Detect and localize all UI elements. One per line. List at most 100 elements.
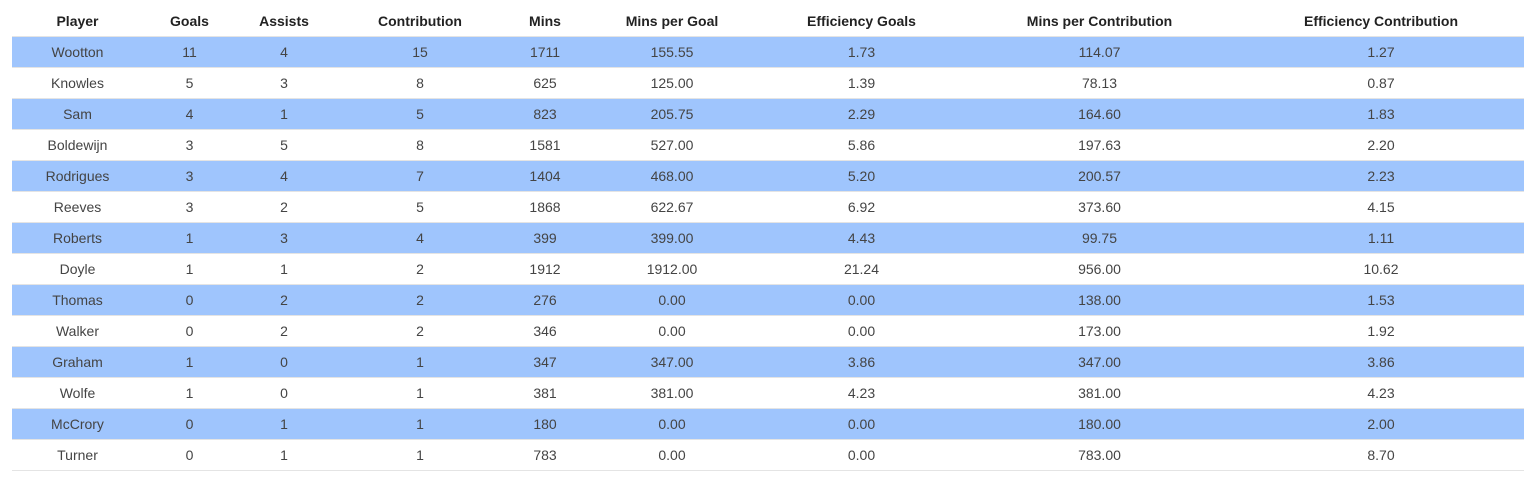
cell-mins: 276 [508,284,582,316]
cell-mins-per-goal: 155.55 [582,36,762,68]
table-row: McCrory 0 1 1 180 0.00 0.00 180.00 2.00 [12,408,1524,440]
column-header-contribution[interactable]: Contribution [332,5,508,37]
player-stats-table: Player Goals Assists Contribution Mins M… [12,5,1524,471]
cell-assists: 1 [236,98,332,130]
cell-efficiency-contribution: 4.15 [1238,191,1524,223]
cell-mins-per-goal: 0.00 [582,315,762,347]
cell-mins: 381 [508,377,582,409]
cell-contribution: 8 [332,129,508,161]
cell-mins-per-contribution: 180.00 [961,408,1238,440]
cell-mins-per-contribution: 783.00 [961,439,1238,471]
cell-goals: 0 [143,439,236,471]
cell-efficiency-goals: 6.92 [762,191,961,223]
cell-mins-per-goal: 0.00 [582,284,762,316]
cell-goals: 0 [143,284,236,316]
cell-mins: 347 [508,346,582,378]
cell-mins-per-contribution: 138.00 [961,284,1238,316]
cell-mins-per-goal: 0.00 [582,439,762,471]
column-header-assists[interactable]: Assists [236,5,332,37]
cell-efficiency-goals: 0.00 [762,439,961,471]
cell-contribution: 1 [332,377,508,409]
cell-mins-per-goal: 381.00 [582,377,762,409]
cell-assists: 2 [236,284,332,316]
table-row: Thomas 0 2 2 276 0.00 0.00 138.00 1.53 [12,284,1524,316]
cell-goals: 5 [143,67,236,99]
column-header-mins-per-goal[interactable]: Mins per Goal [582,5,762,37]
cell-efficiency-contribution: 1.92 [1238,315,1524,347]
cell-goals: 3 [143,160,236,192]
cell-contribution: 4 [332,222,508,254]
cell-efficiency-goals: 4.43 [762,222,961,254]
table-row: Roberts 1 3 4 399 399.00 4.43 99.75 1.11 [12,222,1524,254]
table-row: Reeves 3 2 5 1868 622.67 6.92 373.60 4.15 [12,191,1524,223]
cell-player: Wootton [12,36,143,68]
column-header-player[interactable]: Player [12,5,143,37]
cell-mins-per-goal: 205.75 [582,98,762,130]
cell-player: Sam [12,98,143,130]
cell-efficiency-contribution: 10.62 [1238,253,1524,285]
cell-player: McCrory [12,408,143,440]
cell-mins-per-contribution: 200.57 [961,160,1238,192]
cell-mins-per-contribution: 347.00 [961,346,1238,378]
cell-efficiency-contribution: 1.53 [1238,284,1524,316]
cell-mins-per-goal: 399.00 [582,222,762,254]
cell-efficiency-goals: 0.00 [762,284,961,316]
cell-efficiency-goals: 4.23 [762,377,961,409]
table-header: Player Goals Assists Contribution Mins M… [12,5,1524,37]
table-row: Wolfe 1 0 1 381 381.00 4.23 381.00 4.23 [12,377,1524,409]
cell-efficiency-contribution: 2.20 [1238,129,1524,161]
header-row: Player Goals Assists Contribution Mins M… [12,5,1524,37]
cell-efficiency-contribution: 1.11 [1238,222,1524,254]
cell-player: Roberts [12,222,143,254]
table-body: Wootton 11 4 15 1711 155.55 1.73 114.07 1.27 Know… [12,36,1524,471]
cell-mins: 823 [508,98,582,130]
table-row: Doyle 1 1 2 1912 1912.00 21.24 956.00 10.62 [12,253,1524,285]
cell-efficiency-goals: 0.00 [762,315,961,347]
cell-assists: 0 [236,346,332,378]
cell-mins: 625 [508,67,582,99]
cell-assists: 0 [236,377,332,409]
table-row: Graham 1 0 1 347 347.00 3.86 347.00 3.86 [12,346,1524,378]
cell-player: Graham [12,346,143,378]
cell-contribution: 1 [332,439,508,471]
cell-efficiency-contribution: 2.23 [1238,160,1524,192]
column-header-mins-per-contribution[interactable]: Mins per Contribution [961,5,1238,37]
column-header-efficiency-contribution[interactable]: Efficiency Contribution [1238,5,1524,37]
player-stats-table-container: Player Goals Assists Contribution Mins M… [12,5,1524,471]
cell-player: Turner [12,439,143,471]
cell-mins-per-contribution: 114.07 [961,36,1238,68]
cell-assists: 1 [236,253,332,285]
cell-efficiency-goals: 1.39 [762,67,961,99]
cell-efficiency-goals: 5.86 [762,129,961,161]
cell-assists: 3 [236,222,332,254]
column-header-goals[interactable]: Goals [143,5,236,37]
cell-efficiency-goals: 1.73 [762,36,961,68]
table-row: Knowles 5 3 8 625 125.00 1.39 78.13 0.87 [12,67,1524,99]
column-header-mins[interactable]: Mins [508,5,582,37]
cell-contribution: 8 [332,67,508,99]
cell-assists: 4 [236,36,332,68]
cell-mins-per-goal: 468.00 [582,160,762,192]
cell-efficiency-contribution: 1.83 [1238,98,1524,130]
cell-goals: 3 [143,129,236,161]
table-row: Walker 0 2 2 346 0.00 0.00 173.00 1.92 [12,315,1524,347]
cell-contribution: 1 [332,346,508,378]
cell-goals: 0 [143,315,236,347]
cell-contribution: 15 [332,36,508,68]
cell-goals: 1 [143,377,236,409]
cell-goals: 11 [143,36,236,68]
table-row: Wootton 11 4 15 1711 155.55 1.73 114.07 1.27 [12,36,1524,68]
cell-player: Reeves [12,191,143,223]
cell-player: Thomas [12,284,143,316]
cell-mins-per-contribution: 99.75 [961,222,1238,254]
cell-mins: 783 [508,439,582,471]
cell-efficiency-goals: 0.00 [762,408,961,440]
cell-mins-per-contribution: 373.60 [961,191,1238,223]
cell-mins-per-contribution: 78.13 [961,67,1238,99]
cell-goals: 3 [143,191,236,223]
column-header-efficiency-goals[interactable]: Efficiency Goals [762,5,961,37]
cell-contribution: 2 [332,253,508,285]
cell-efficiency-contribution: 8.70 [1238,439,1524,471]
table-row: Rodrigues 3 4 7 1404 468.00 5.20 200.57 2.23 [12,160,1524,192]
cell-mins-per-contribution: 164.60 [961,98,1238,130]
